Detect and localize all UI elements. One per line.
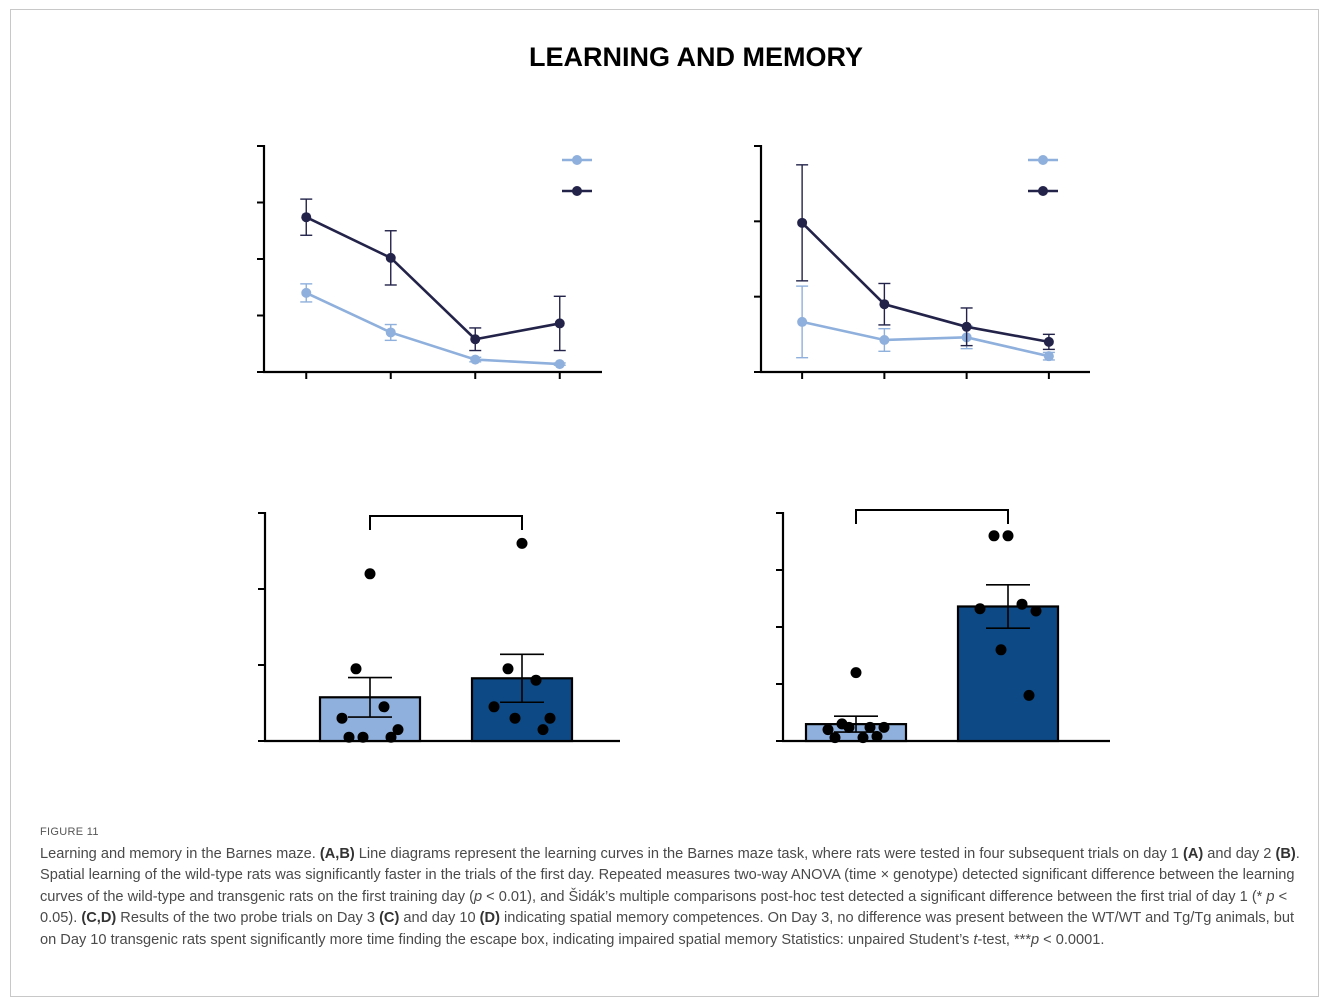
data-dot (385, 731, 397, 743)
data-dot (488, 701, 500, 713)
legend-marker (1038, 155, 1048, 165)
data-dot (1002, 530, 1014, 542)
data-dot (530, 674, 542, 686)
data-dot (1030, 605, 1042, 617)
series-line-wt (305, 291, 560, 366)
data-dot (864, 721, 876, 733)
caption-part: Line diagrams represent the learning cur… (354, 846, 1183, 862)
data-point (879, 334, 890, 345)
figure-main-title: LEARNING AND MEMORY (529, 42, 863, 72)
data-dot (357, 731, 369, 743)
data-point (470, 354, 481, 365)
data-point (797, 316, 808, 327)
data-dot (537, 724, 549, 736)
caption-part: (D) (479, 910, 500, 927)
caption-part: (C,D) (81, 910, 117, 927)
caption-part: t (973, 931, 978, 948)
data-point (554, 318, 565, 329)
figure-frame (10, 9, 1319, 997)
data-dot (502, 663, 514, 675)
data-dot (843, 721, 855, 733)
caption-part: and day 2 (1203, 846, 1276, 862)
figure-svg: LEARNING AND MEMORY (257, 42, 1110, 744)
data-dot (878, 721, 890, 733)
data-point (1043, 351, 1054, 362)
caption-part: Results of the two probe trials on Day 3 (116, 910, 380, 927)
data-point (470, 334, 481, 345)
caption-part: (A,B) (319, 846, 355, 862)
data-dot (1016, 598, 1028, 610)
series-line-tg (801, 221, 1050, 344)
data-dot (974, 603, 986, 615)
legend-marker (1038, 186, 1048, 196)
data-point (1043, 336, 1054, 347)
figure-label: FIGURE 11 (40, 826, 99, 838)
panel-d (776, 509, 1110, 744)
series-line-wt (801, 320, 1050, 358)
data-dot (364, 568, 376, 580)
caption-part: and day 10 (399, 910, 480, 927)
significance-bracket (855, 509, 1009, 524)
data-dot (822, 724, 834, 736)
data-dot (392, 724, 404, 736)
data-point (961, 321, 972, 332)
panel-c (258, 512, 620, 743)
caption-part: Learning and memory in the Barnes maze. (40, 846, 320, 862)
legend-marker (572, 186, 582, 196)
data-dot (857, 732, 869, 744)
data-dot (509, 712, 521, 724)
data-dot (850, 667, 862, 679)
significance-bracket (369, 515, 523, 530)
caption-part: < 0.05). (40, 888, 1288, 927)
panel-b (754, 145, 1090, 379)
data-dot (1023, 689, 1035, 701)
caption-part: p (1031, 931, 1040, 948)
data-dot (343, 731, 355, 743)
data-point (879, 299, 890, 310)
data-point (797, 217, 808, 228)
data-point (554, 359, 565, 370)
caption-part: < 0.0001. (1039, 931, 1105, 948)
data-dot (516, 537, 528, 549)
data-dot (995, 644, 1007, 656)
data-dot (871, 730, 883, 742)
figure-caption-text: Learning and memory in the Barnes maze. … (40, 844, 1300, 951)
data-dot (336, 712, 348, 724)
data-dot (829, 732, 841, 744)
series-line-tg (305, 216, 560, 341)
legend-marker (572, 155, 582, 165)
figure-caption: FIGURE 11 Learning and memory in the Bar… (40, 826, 1300, 951)
panel-a (257, 145, 602, 379)
caption-part: p (473, 888, 483, 905)
data-point (301, 212, 312, 223)
data-dot (544, 712, 556, 724)
data-point (301, 287, 312, 298)
caption-part: p (1266, 888, 1275, 905)
data-point (385, 327, 396, 338)
caption-part: -test, *** (977, 931, 1031, 948)
data-dot (988, 530, 1000, 542)
caption-part: . Spatial learning of the wild-type rats… (40, 846, 1300, 905)
caption-part: (B) (1275, 846, 1296, 862)
caption-part: (C) (379, 910, 400, 927)
caption-part: (A) (1182, 846, 1204, 862)
data-dot (378, 701, 390, 713)
data-point (385, 252, 396, 263)
caption-part: < 0.01), and Šidák’s multiple comparison… (482, 888, 1267, 905)
data-dot (350, 663, 362, 675)
caption-part: indicating spatial memory competences. O… (40, 910, 1295, 948)
